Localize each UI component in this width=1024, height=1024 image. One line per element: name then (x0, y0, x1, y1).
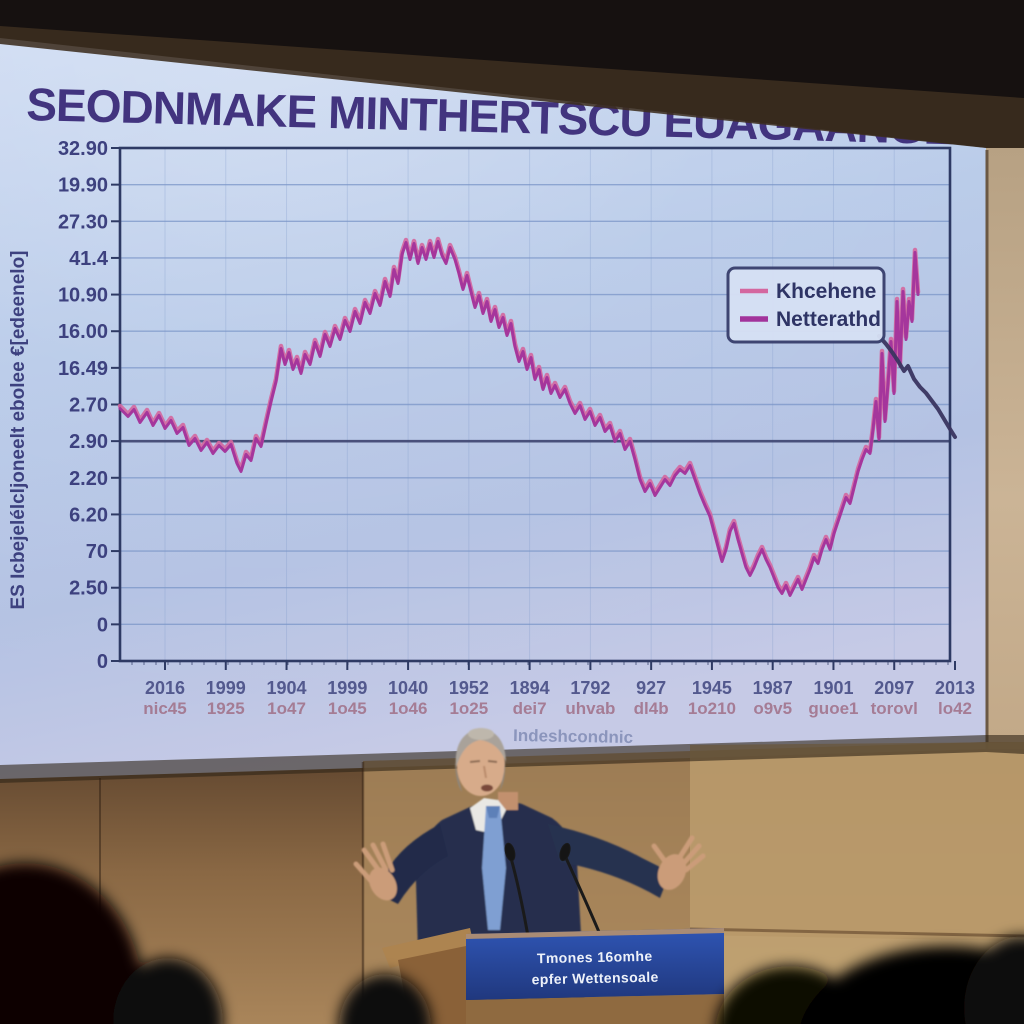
y-tick-label: 41.4 (69, 248, 109, 270)
series-line-descending-dark-line (877, 334, 957, 439)
screen-bottom-shadow (0, 735, 1024, 783)
speaker-mouth (481, 784, 493, 792)
y-tick-label: 0 (97, 651, 108, 673)
podium-top (382, 928, 474, 968)
x-tick-label-year: 1945 (692, 678, 732, 698)
podium: Tmones 16omhe epfer Wettensoale (382, 928, 724, 1024)
legend-label-1: Khcehene (776, 280, 876, 303)
slide-caption: Indeshcondnic (513, 726, 633, 747)
x-tick-label-year: 1894 (510, 678, 550, 698)
ceiling-beam (0, 26, 1024, 152)
y-tick-label: 16.49 (58, 358, 108, 380)
y-axis-title: ES Icbejelélcljoneelt ebolee €[edeenelo] (8, 250, 29, 609)
x-tick-label-year: 1040 (388, 678, 428, 698)
speaker-right-hand (651, 835, 706, 890)
x-tick-label-sub: 1o210 (688, 699, 736, 718)
x-tick-label-sub: nic45 (143, 699, 186, 718)
y-tick-label: 19.90 (58, 175, 108, 197)
horizontal-gridlines (120, 183, 950, 626)
y-tick-labels: 32.90 19.90 27.30 41.4 10.90 16.00 16.49 2.70 2.… (58, 138, 109, 673)
x-tick-label-sub: 1o45 (328, 699, 367, 718)
chart-legend: Khcehene Netterathd (726, 266, 886, 344)
x-tick-label-sub: lo42 (938, 699, 972, 718)
x-tick-label-year: 1901 (813, 678, 853, 698)
speaker-hair (455, 728, 506, 768)
x-tick-label-sub: dl4b (634, 699, 669, 718)
x-tick-label-year: 2016 (145, 678, 185, 698)
x-tick-label-year: 2097 (874, 678, 914, 698)
chart-series (117, 236, 957, 597)
legend-box (726, 266, 886, 344)
y-tick-label: 70 (86, 541, 108, 563)
y-tick-label: 2.50 (69, 578, 108, 600)
x-tick-label-sub: o9v5 (753, 699, 792, 718)
y-tick-label: 6.20 (69, 504, 108, 526)
wall-rail (689, 927, 1024, 938)
x-tick-label-sub: 1925 (207, 699, 245, 718)
y-tick-label: 2.20 (69, 468, 108, 490)
y-tick-label: 16.00 (58, 321, 108, 343)
axis-ticks (111, 147, 956, 670)
x-tick-label-year: 1999 (206, 678, 246, 698)
podium-base (466, 994, 724, 1024)
y-tick-label: 2.90 (69, 431, 108, 453)
y-tick-label: 32.90 (58, 138, 108, 160)
x-tick-label-sub: torovl (871, 699, 918, 718)
speaker-tie (482, 806, 506, 930)
podium-sign-panel (466, 928, 724, 1000)
x-tick-label-year: 1987 (753, 678, 793, 698)
y-tick-label: 10.90 (58, 285, 108, 307)
podium-sign-line2: epfer Wettensoale (531, 969, 658, 988)
x-tick-label-year: 1952 (449, 678, 489, 698)
series-line-Netterathd (118, 240, 920, 597)
speaker-neck (498, 792, 518, 810)
y-tick-label: 27.30 (58, 211, 108, 233)
podium-sign-line1: Tmones 16omhe (537, 948, 653, 966)
speaker-left-hand (353, 841, 397, 901)
y-tick-label: 2.70 (69, 395, 108, 417)
x-tick-label-year: 1999 (327, 678, 367, 698)
x-tick-label-year: 927 (636, 678, 666, 698)
legend-label-2: Netterathd (776, 308, 881, 331)
audience-silhouettes (0, 863, 1024, 1024)
y-tick-label: 0 (97, 614, 108, 636)
x-tick-label-sub: 1o25 (449, 699, 488, 718)
x-tick-labels: 2016nic451999192519041o4719991o4510401o4… (143, 678, 975, 718)
x-tick-label-sub: uhvab (565, 699, 615, 718)
x-tick-label-sub: 1o47 (267, 699, 306, 718)
x-tick-label-sub: guoe1 (808, 699, 858, 718)
x-tick-label-year: 2013 (935, 678, 975, 698)
x-tick-label-year: 1792 (570, 678, 610, 698)
x-tick-label-year: 1904 (267, 678, 307, 698)
x-tick-label-sub: 1o46 (389, 699, 428, 718)
x-tick-label-sub: dei7 (513, 699, 547, 718)
speaker-face (457, 736, 505, 796)
